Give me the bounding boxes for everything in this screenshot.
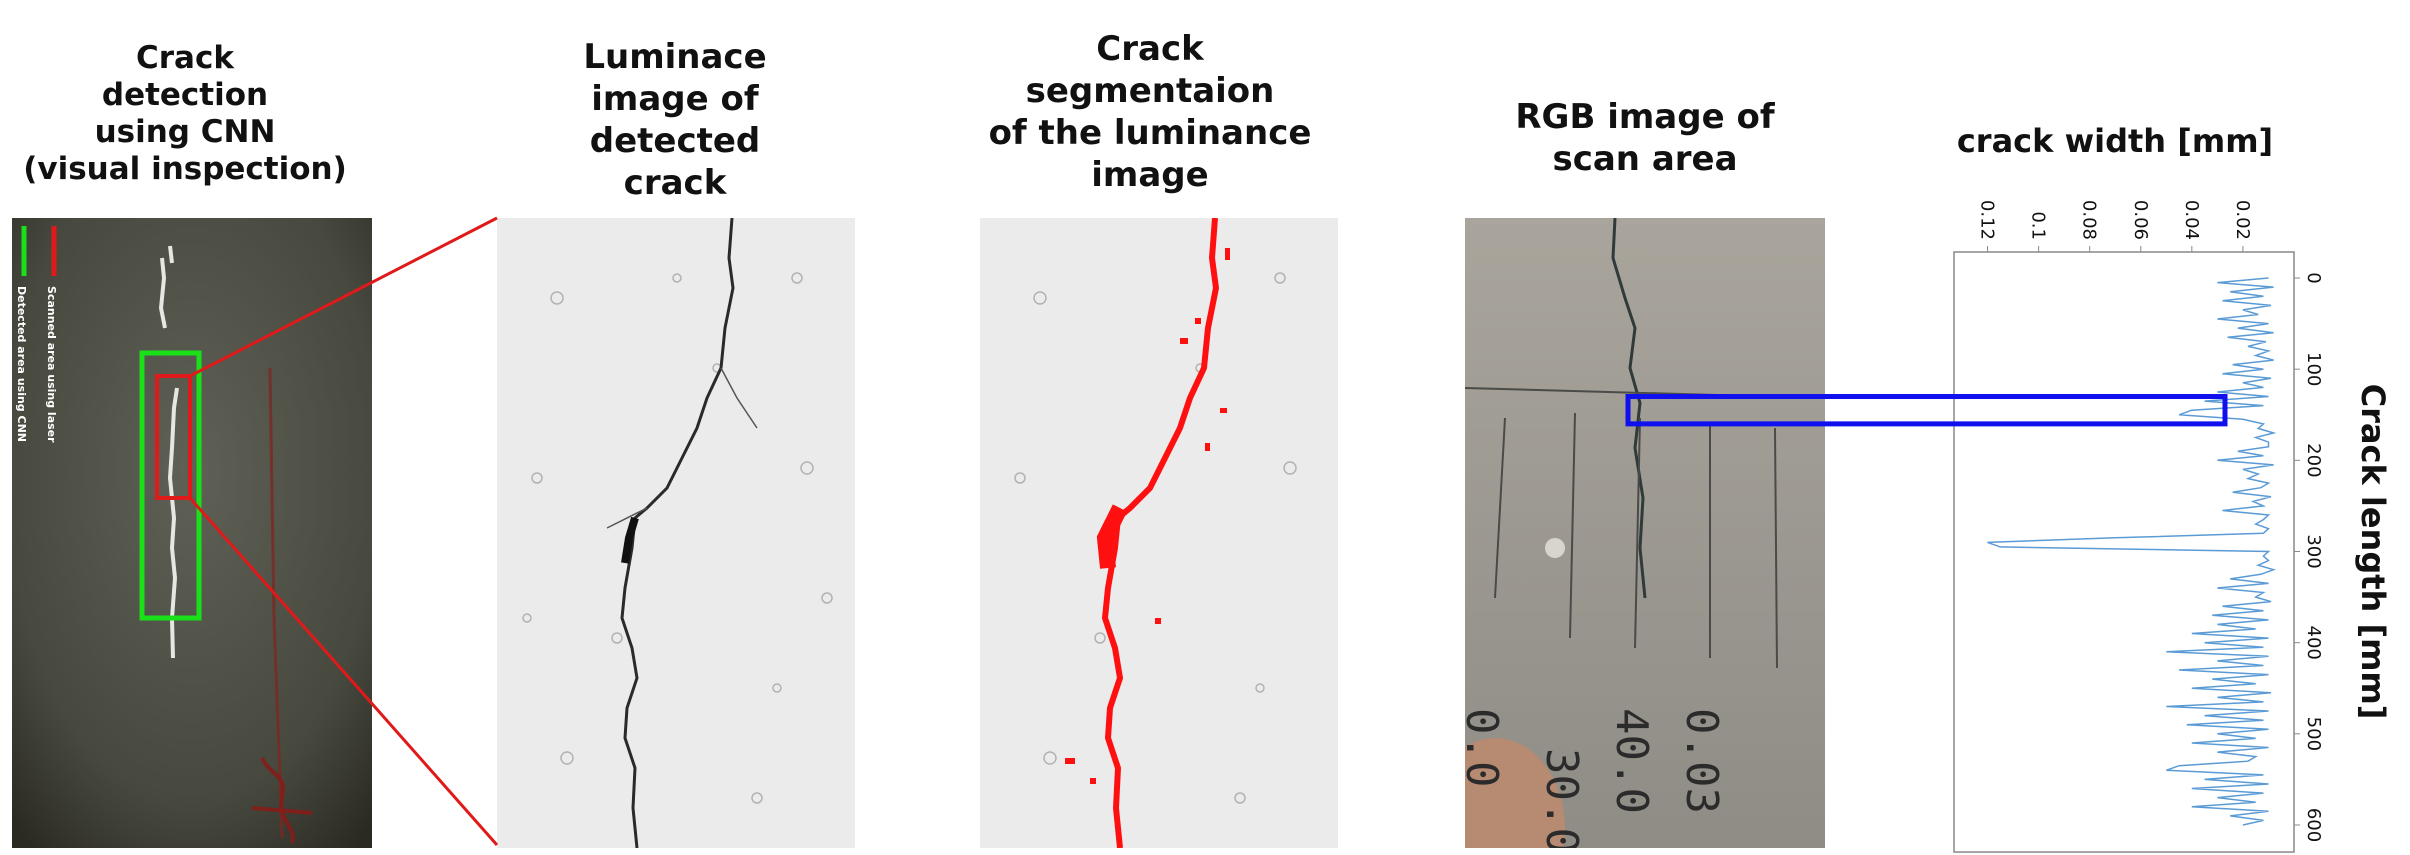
svg-text:30.0: 30.0 [1536,748,1587,848]
x-tick-label: 100 [2303,352,2324,386]
y-tick-label: 0.12 [1977,200,1998,240]
cnn-detection-image: Scanned area using laser Detected area u… [12,218,372,848]
scanned-area-box [155,374,192,500]
rgb-crack [1611,218,1647,599]
y-tick-label: 0.06 [2130,200,2151,240]
x-tick-label: 300 [2303,534,2324,568]
segmentation-panel-title: Crack segmentaion of the luminance image [988,29,1312,195]
legend-detected-label: Detected area using CNN [15,286,28,442]
luminance-panel-title: Luminace image of detected crack [583,37,767,203]
rgb-scan-image: 0.0 30.0 40.0 0.03 [1465,218,1825,848]
segmentation-image [980,218,1338,848]
crack-width-series [1987,277,2277,826]
white-crack-marking [158,245,179,659]
concrete-wall [12,218,372,848]
detected-area-box [139,350,202,621]
x-tick-label: 400 [2303,625,2324,659]
x-tick-label: 200 [2303,443,2324,477]
x-tick-label: 0 [2303,272,2324,283]
svg-text:40.0: 40.0 [1606,708,1657,814]
y-tick-label: 0.04 [2181,200,2202,240]
y-axis-ticks: 0.02 0.04 0.06 0.08 0.1 0.12 [1977,200,2253,252]
rgb-panel-title: RGB image of scan area [1515,97,1775,179]
chart-title: crack width [mm] [1956,122,2274,160]
rgb-scale-lines [1465,387,1825,669]
x-tick-label: 500 [2303,717,2324,751]
x-axis-ticks: 0 100 200 300 400 500 600 [2294,272,2324,842]
y-tick-label: 0.02 [2232,200,2253,240]
cnn-panel-title: Crack detection using CNN (visual inspec… [23,40,347,187]
finger [1465,738,1565,848]
x-axis-label: Crack length [mm] [2354,384,2392,720]
y-tick-label: 0.08 [2079,200,2100,240]
svg-text:0.03: 0.03 [1676,708,1727,814]
luminance-image [497,218,855,848]
svg-text:0.0: 0.0 [1465,708,1507,787]
legend-scanned-label: Scanned area using laser [45,286,58,443]
chart-plot-area [1953,251,2295,853]
rgb-scale-labels: 0.0 30.0 40.0 0.03 [1465,708,1727,848]
y-tick-label: 0.1 [2028,211,2049,240]
x-tick-label: 600 [2303,808,2324,842]
